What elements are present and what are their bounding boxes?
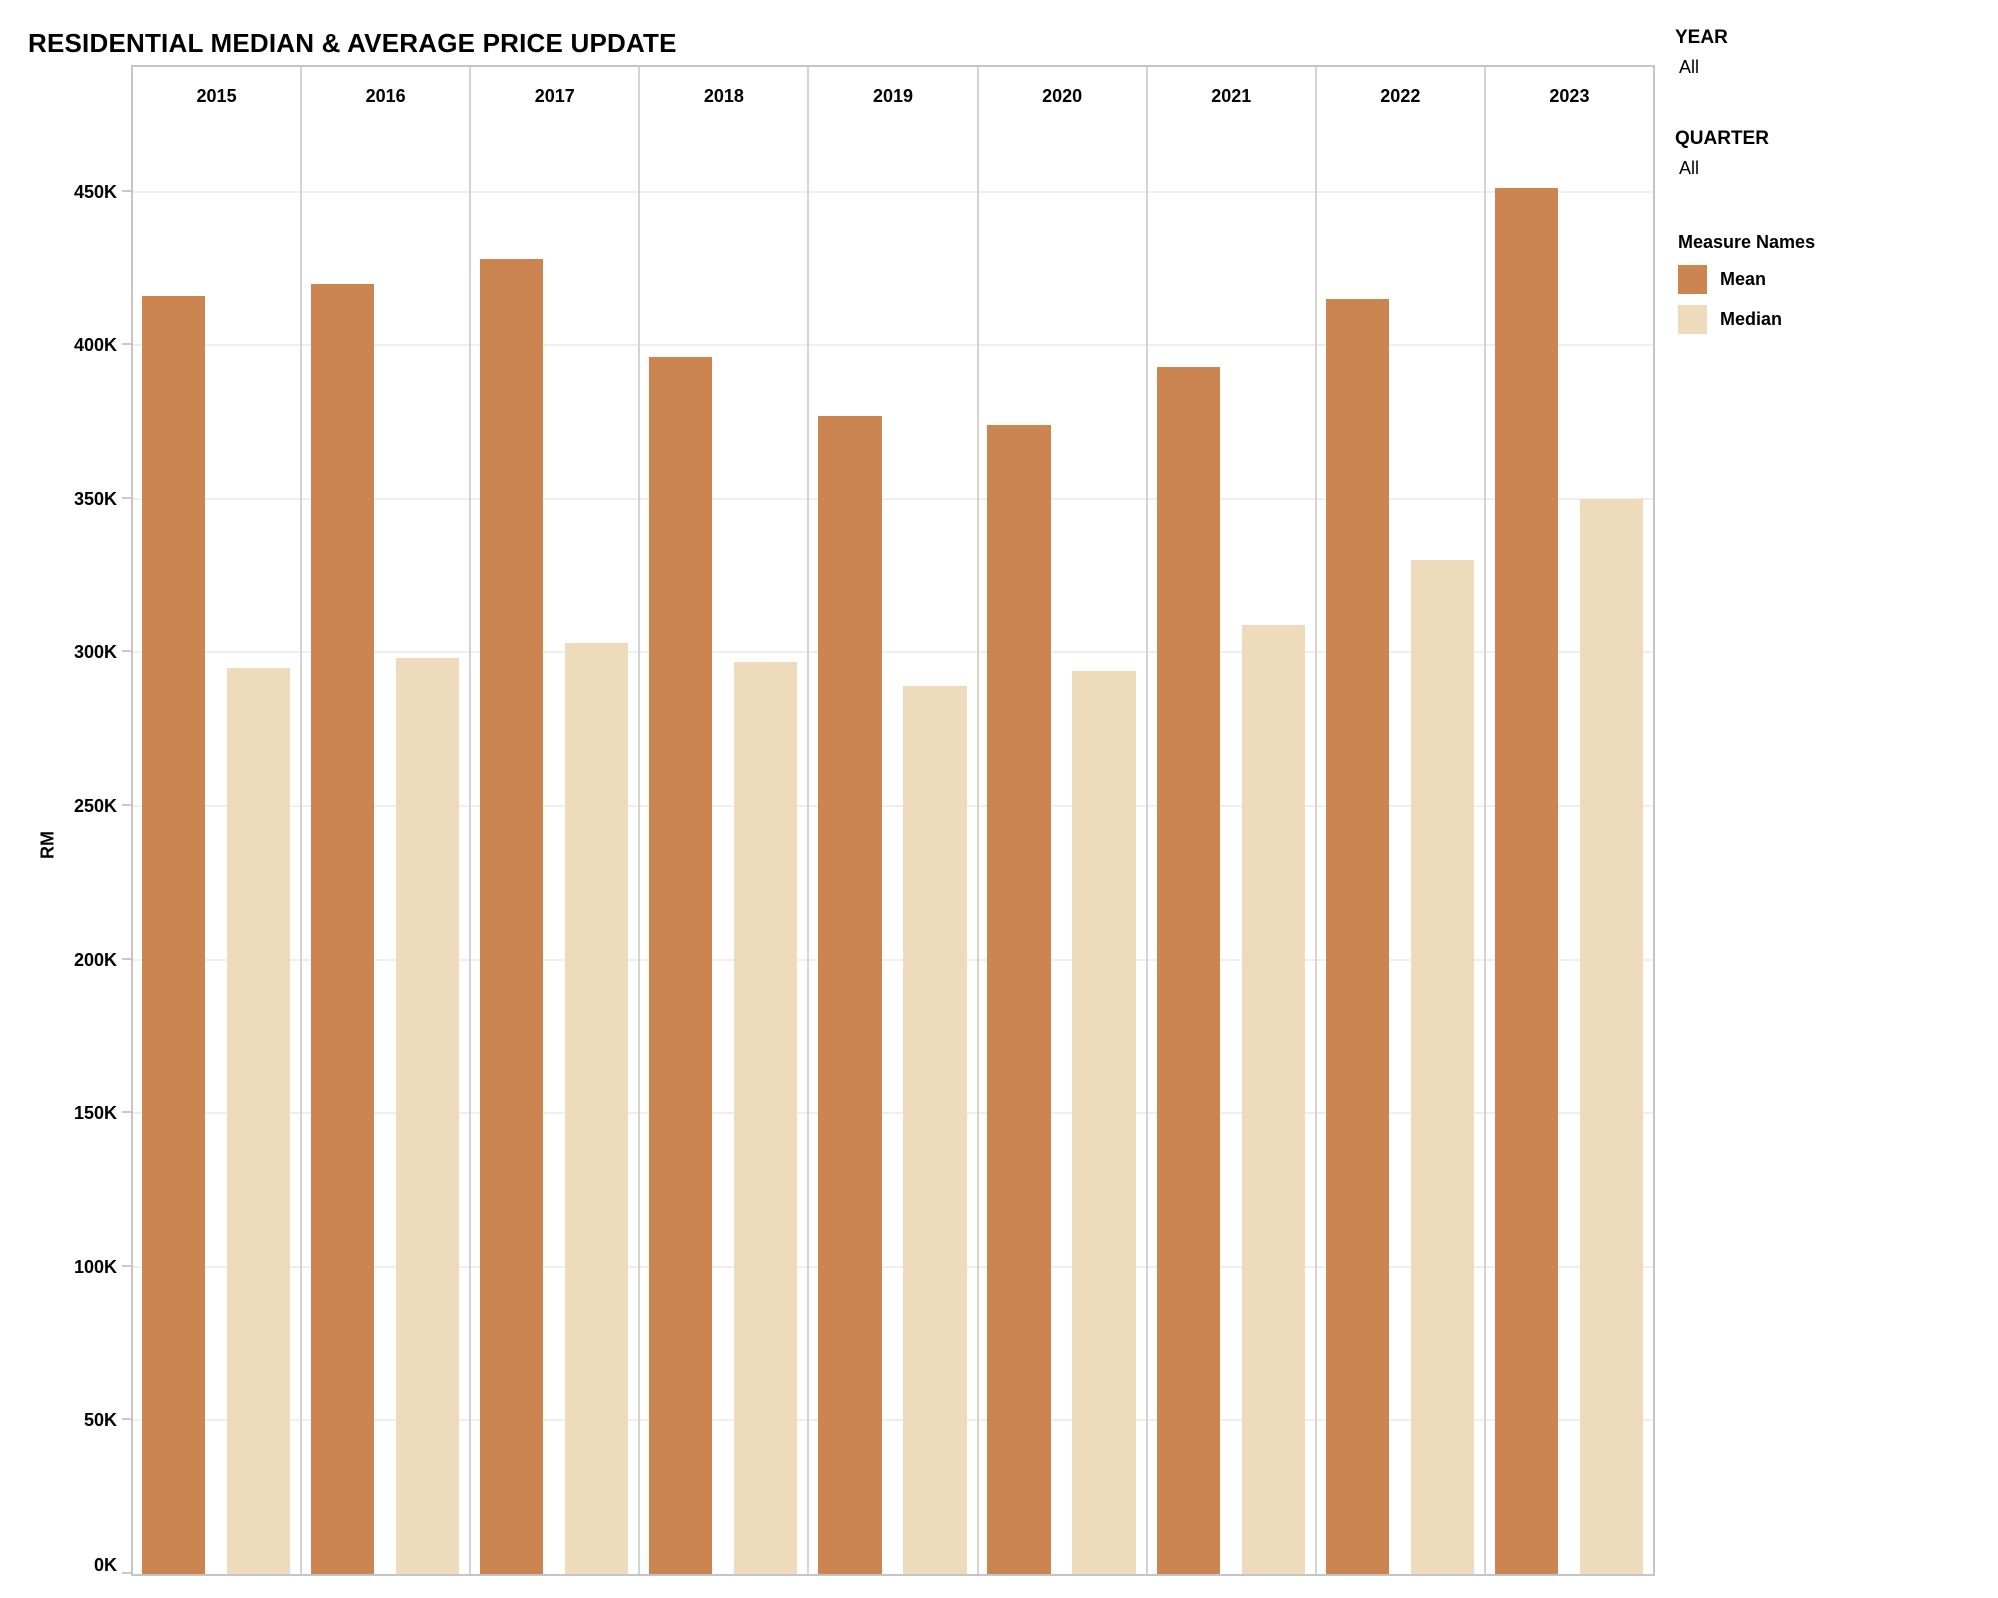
bar-median-2021[interactable] xyxy=(1241,624,1305,1574)
year-pane-2016 xyxy=(302,119,472,1574)
panes-layer xyxy=(133,119,1653,1574)
year-header-2019[interactable]: 2019 xyxy=(809,67,979,119)
legend-label-median: Median xyxy=(1720,309,1783,329)
y-tick-mark xyxy=(122,496,131,499)
legend-swatch-median[interactable] xyxy=(1678,305,1707,334)
bar-mean-2019[interactable] xyxy=(818,415,882,1574)
legend: Measure Names Mean Median xyxy=(1678,232,1978,345)
y-tick-mark xyxy=(122,1264,131,1267)
year-pane-2022 xyxy=(1317,119,1486,1574)
year-pane-2021 xyxy=(1148,119,1317,1574)
legend-swatch-mean[interactable] xyxy=(1678,265,1707,294)
y-tick-mark xyxy=(122,343,131,346)
y-tick-label: 300K xyxy=(73,642,117,663)
y-tick-mark xyxy=(122,1418,131,1421)
gridline xyxy=(133,497,1653,500)
year-header-2018[interactable]: 2018 xyxy=(640,67,810,119)
y-tick-label: 100K xyxy=(73,1256,117,1277)
y-tick-label: 0K xyxy=(93,1555,117,1575)
y-tick-label: 450K xyxy=(73,181,117,202)
y-tick-mark xyxy=(122,803,131,806)
y-tick-label: 150K xyxy=(73,1103,117,1124)
page-title: RESIDENTIAL MEDIAN & AVERAGE PRICE UPDAT… xyxy=(28,28,677,58)
y-tick-mark xyxy=(122,957,131,960)
gridline-layer xyxy=(133,119,1653,1574)
y-tick-mark xyxy=(122,1572,131,1574)
y-tick-mark xyxy=(122,189,131,192)
bar-median-2018[interactable] xyxy=(734,661,798,1574)
y-tick-mark xyxy=(122,650,131,653)
y-tick-label: 250K xyxy=(73,795,117,816)
quarter-filter-value: All xyxy=(1679,158,1700,178)
year-header-2016[interactable]: 2016 xyxy=(302,67,472,119)
gridline xyxy=(133,804,1653,807)
bar-mean-2021[interactable] xyxy=(1156,366,1220,1574)
year-pane-2023 xyxy=(1486,119,1653,1574)
legend-item-median[interactable]: Median xyxy=(1678,305,1978,334)
legend-title: Measure Names xyxy=(1678,232,1816,252)
legend-label-mean: Mean xyxy=(1720,269,1767,289)
bar-mean-2018[interactable] xyxy=(649,357,713,1574)
year-filter-label: YEAR xyxy=(1675,27,1728,48)
year-pane-2017 xyxy=(471,119,641,1574)
quarter-filter: QUARTER All xyxy=(1675,128,1975,179)
gridline xyxy=(133,958,1653,961)
bar-mean-2017[interactable] xyxy=(480,259,544,1574)
bar-mean-2016[interactable] xyxy=(310,283,375,1574)
year-header-2015[interactable]: 2015 xyxy=(133,67,303,119)
year-pane-2015 xyxy=(133,119,303,1574)
y-tick-label: 400K xyxy=(73,335,117,356)
bar-median-2016[interactable] xyxy=(396,658,460,1574)
gridline xyxy=(133,651,1653,654)
year-header-2017[interactable]: 2017 xyxy=(471,67,641,119)
gridline xyxy=(133,190,1653,193)
year-filter: YEAR All xyxy=(1675,27,1975,78)
gridline xyxy=(133,1112,1653,1115)
gridline xyxy=(133,344,1653,347)
bar-median-2022[interactable] xyxy=(1410,560,1474,1574)
gridline xyxy=(133,1265,1653,1268)
y-tick-mark xyxy=(122,1111,131,1114)
year-header-2020[interactable]: 2020 xyxy=(979,67,1148,119)
legend-items: Mean Median xyxy=(1678,265,1978,334)
bar-median-2023[interactable] xyxy=(1579,498,1644,1574)
bar-median-2019[interactable] xyxy=(903,686,967,1574)
year-header-2023[interactable]: 2023 xyxy=(1549,85,1590,106)
quarter-filter-label: QUARTER xyxy=(1675,128,1769,149)
y-axis-title: RM xyxy=(37,831,58,859)
bar-median-2017[interactable] xyxy=(565,643,629,1574)
y-tick-label: 50K xyxy=(83,1410,117,1431)
legend-item-mean[interactable]: Mean xyxy=(1678,265,1978,294)
bar-mean-2015[interactable] xyxy=(141,295,206,1574)
bar-median-2020[interactable] xyxy=(1072,670,1136,1574)
y-tick-label: 350K xyxy=(73,488,117,509)
bar-median-2015[interactable] xyxy=(226,667,291,1574)
year-header-2021[interactable]: 2021 xyxy=(1148,67,1317,119)
year-pane-2020 xyxy=(979,119,1148,1574)
year-header-2022[interactable]: 2022 xyxy=(1317,67,1486,119)
year-pane-2018 xyxy=(640,119,810,1574)
bar-mean-2022[interactable] xyxy=(1325,299,1389,1574)
year-filter-value: All xyxy=(1679,57,1700,77)
gridline xyxy=(133,1419,1653,1422)
y-tick-label: 200K xyxy=(73,949,117,970)
bar-mean-2023[interactable] xyxy=(1494,188,1558,1574)
year-pane-2019 xyxy=(809,119,979,1574)
year-column-headers: 2015 2016 2017 2018 2019 2020 2021 2022 2023 xyxy=(131,65,1655,121)
plot-area xyxy=(131,119,1655,1576)
bar-mean-2020[interactable] xyxy=(987,425,1051,1574)
